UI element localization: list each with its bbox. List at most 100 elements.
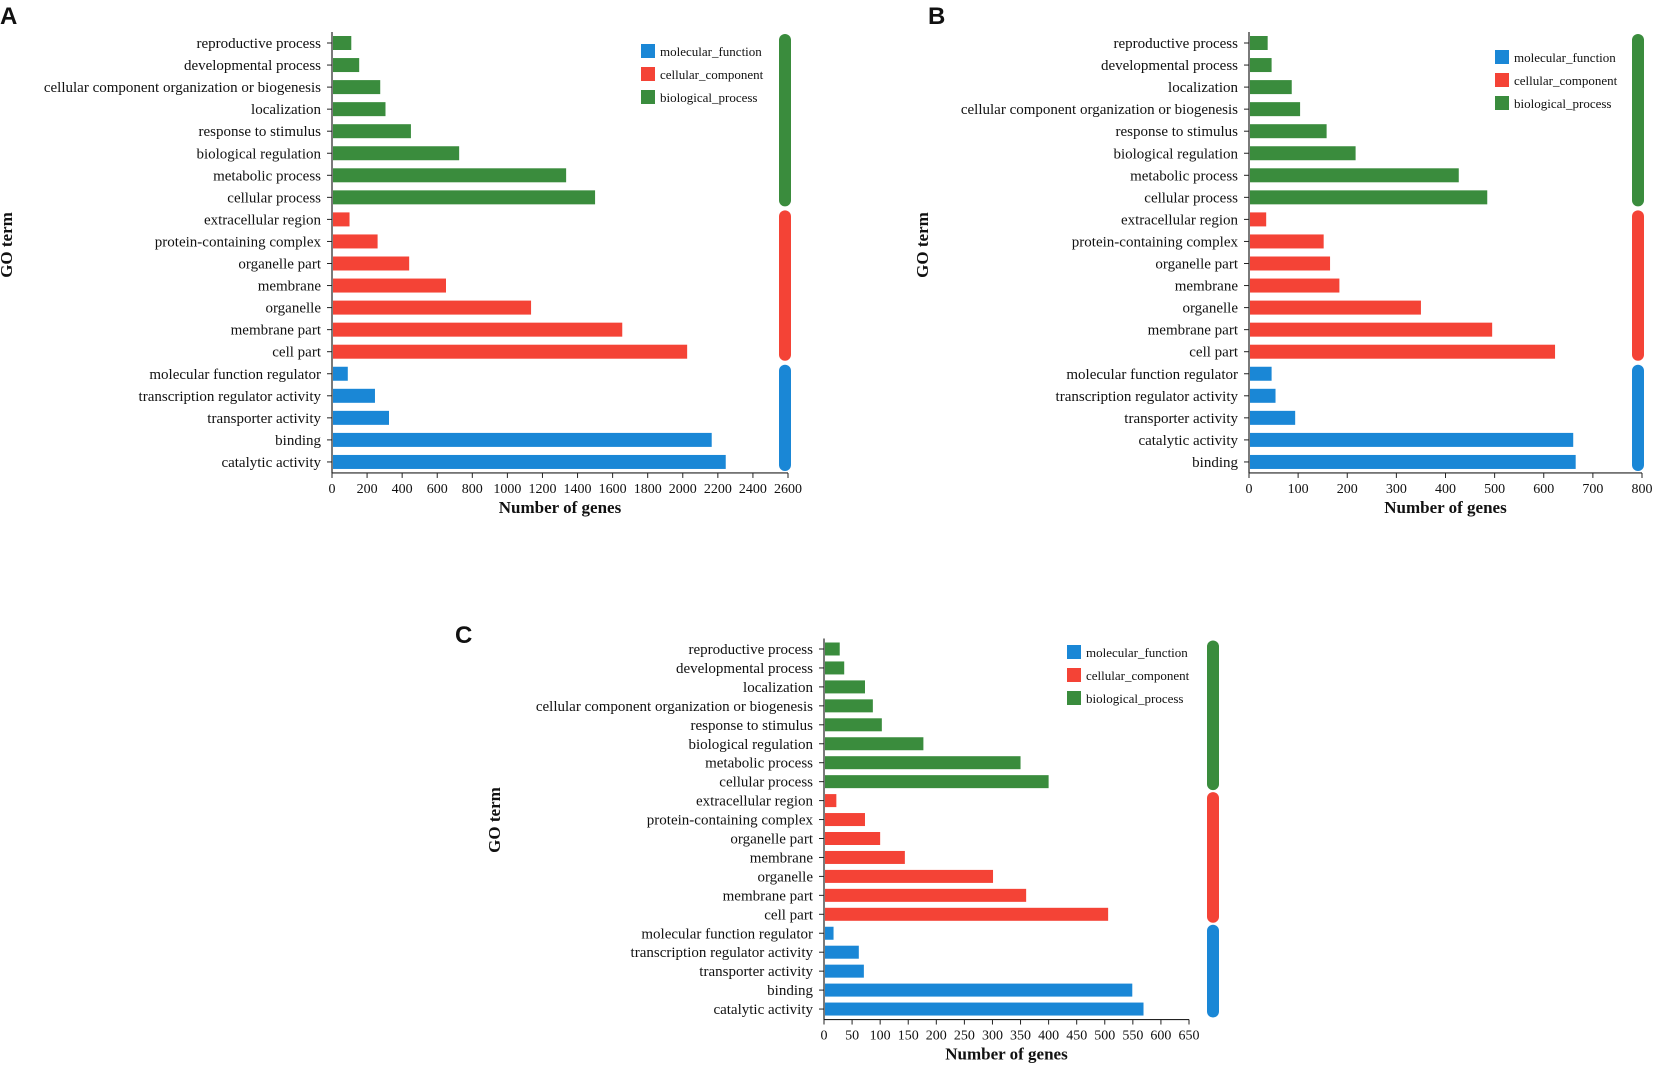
x-tick-label: 100: [870, 1029, 891, 1044]
group-indicator-cellular-component: [1207, 792, 1219, 923]
bar-membrane-part: [825, 888, 1027, 902]
term-label-transcription-regulator-activity: transcription regulator activity: [631, 945, 814, 961]
bar-cell-part: [333, 344, 688, 359]
x-tick-label: 50: [845, 1029, 859, 1044]
x-tick-label: 300: [1386, 482, 1407, 497]
bar-developmental-process: [1250, 58, 1272, 73]
bar-organelle: [825, 869, 994, 883]
panel-b: B GO term 0 100 200 300 400 500 600 700 800 Number …: [913, 3, 1653, 517]
term-label-binding: binding: [275, 433, 321, 449]
term-label-membrane-part: membrane part: [723, 888, 814, 904]
term-label-catalytic-activity: catalytic activity: [221, 455, 321, 471]
legend-swatch-cellular-component: [1067, 668, 1081, 682]
x-tick-label: 100: [1288, 482, 1309, 497]
term-label-organelle-part: organelle part: [1155, 257, 1238, 273]
term-label-metabolic-process: metabolic process: [213, 168, 321, 184]
bar-membrane-part: [333, 322, 623, 337]
legend-label-biological-process: biological_process: [1086, 691, 1183, 706]
x-tick-label: 1200: [528, 482, 556, 497]
term-label-organelle: organelle: [757, 869, 813, 885]
panel-a: A GO term 0 200 400 600 800 1000 1200 1400 1600 180…: [0, 3, 802, 517]
bar-catalytic-activity: [1250, 432, 1574, 447]
x-tick-label: 500: [1094, 1029, 1115, 1044]
x-tick-label: 0: [329, 482, 336, 497]
bar-cellular-component-organization-or-biogenesis: [1250, 102, 1301, 117]
x-tick-label: 1000: [493, 482, 521, 497]
bar-organelle-part: [1250, 256, 1331, 271]
bar-biological-regulation: [1250, 146, 1356, 161]
bar-metabolic-process: [825, 756, 1021, 770]
bar-binding: [333, 432, 712, 447]
term-label-cellular-process: cellular process: [227, 190, 321, 206]
bar-binding: [825, 983, 1133, 997]
term-label-biological-regulation: biological regulation: [688, 737, 813, 753]
bar-extracellular-region: [333, 212, 350, 227]
x-tick-label: 200: [357, 482, 378, 497]
bar-membrane: [1250, 278, 1340, 293]
y-axis-title: GO term: [913, 212, 932, 278]
term-label-molecular-function-regulator: molecular function regulator: [1066, 367, 1238, 383]
group-indicator-cellular-component: [1632, 210, 1644, 361]
legend-swatch-cellular-component: [641, 67, 655, 81]
term-label-binding: binding: [1192, 455, 1238, 471]
bar-localization: [1250, 80, 1292, 95]
panel-letter: B: [928, 3, 945, 30]
bar-response-to-stimulus: [825, 718, 882, 732]
x-tick-label: 500: [1484, 482, 1505, 497]
x-tick-label: 250: [954, 1029, 975, 1044]
legend-label-biological-process: biological_process: [660, 90, 757, 105]
x-tick-label: 0: [1246, 482, 1253, 497]
legend-swatch-molecular-function: [1495, 50, 1509, 64]
bar-cellular-component-organization-or-biogenesis: [333, 80, 381, 95]
legend-swatch-molecular-function: [641, 44, 655, 58]
bar-extracellular-region: [825, 794, 837, 808]
x-tick-label: 450: [1066, 1029, 1087, 1044]
bar-binding: [1250, 454, 1576, 469]
term-label-membrane: membrane: [750, 850, 814, 866]
legend-label-molecular-function: molecular_function: [1514, 50, 1616, 65]
bar-transcription-regulator-activity: [825, 945, 859, 959]
x-tick-label: 400: [392, 482, 413, 497]
x-tick-label: 2400: [739, 482, 767, 497]
bar-metabolic-process: [333, 168, 567, 183]
x-tick-label: 800: [462, 482, 483, 497]
term-label-organelle-part: organelle part: [730, 832, 813, 848]
term-label-extracellular-region: extracellular region: [204, 212, 322, 228]
bar-transcription-regulator-activity: [1250, 388, 1276, 403]
x-tick-label: 800: [1632, 482, 1653, 497]
term-label-transcription-regulator-activity: transcription regulator activity: [1056, 389, 1239, 405]
term-label-membrane: membrane: [1175, 279, 1239, 295]
group-indicator-biological-process: [1632, 34, 1644, 207]
x-tick-label: 150: [898, 1029, 919, 1044]
group-indicator-molecular-function: [779, 364, 791, 471]
bar-developmental-process: [333, 58, 360, 73]
x-tick-label: 400: [1038, 1029, 1059, 1044]
x-tick-label: 600: [427, 482, 448, 497]
term-label-metabolic-process: metabolic process: [1130, 168, 1238, 184]
term-label-metabolic-process: metabolic process: [705, 756, 813, 772]
term-label-organelle-part: organelle part: [238, 257, 321, 273]
bar-organelle-part: [333, 256, 410, 271]
term-label-localization: localization: [251, 102, 321, 118]
bar-protein-containing-complex: [1250, 234, 1324, 249]
panel-letter: A: [0, 3, 17, 30]
legend-label-molecular-function: molecular_function: [660, 44, 762, 59]
bar-cell-part: [825, 907, 1109, 921]
x-axis-title: Number of genes: [1384, 498, 1507, 517]
group-indicator-biological-process: [779, 34, 791, 207]
term-label-molecular-function-regulator: molecular function regulator: [641, 926, 813, 942]
legend-swatch-molecular-function: [1067, 645, 1081, 659]
x-axis-title: Number of genes: [945, 1045, 1068, 1064]
term-label-transcription-regulator-activity: transcription regulator activity: [139, 389, 322, 405]
bar-transporter-activity: [333, 410, 389, 425]
group-indicator-molecular-function: [1207, 924, 1219, 1018]
bar-cellular-process: [825, 775, 1049, 789]
bar-response-to-stimulus: [333, 124, 411, 139]
term-label-organelle: organelle: [1182, 301, 1238, 317]
x-tick-label: 1800: [634, 482, 662, 497]
bar-molecular-function-regulator: [825, 926, 834, 940]
bar-response-to-stimulus: [1250, 124, 1327, 139]
bar-transporter-activity: [825, 964, 864, 978]
bar-cellular-process: [1250, 190, 1488, 205]
